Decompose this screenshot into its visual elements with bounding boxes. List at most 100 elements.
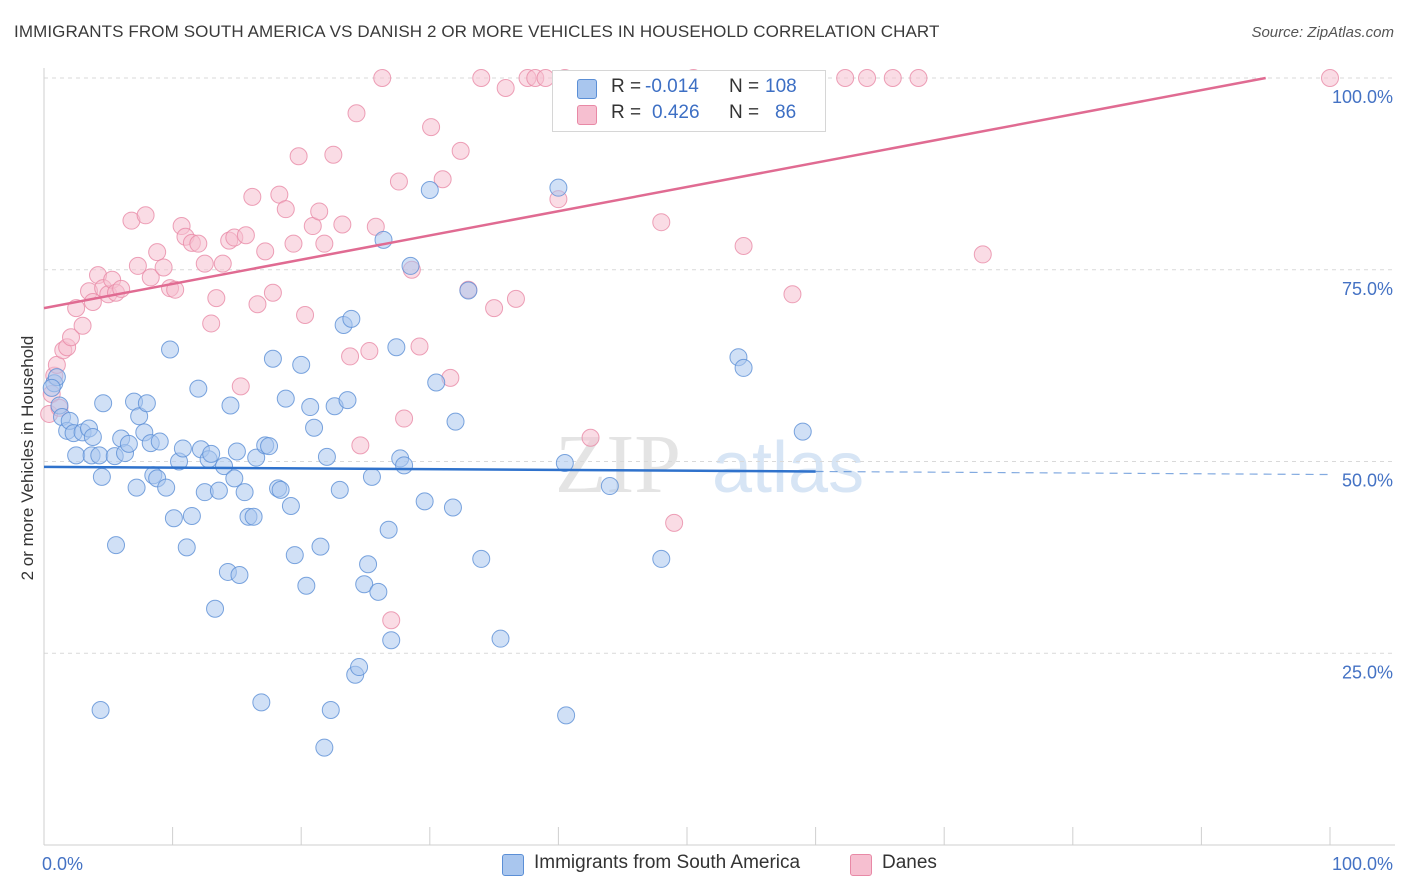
south-america-point [225,469,244,488]
danes-point [351,436,370,455]
south-america-point [215,457,234,476]
south-america-point [379,520,398,539]
legend-label-south-america: Immigrants from South America [534,852,801,873]
south-america-point [137,394,156,413]
watermark-atlas: atlas [712,428,864,508]
south-america-point [227,442,246,461]
danes-point [73,316,92,335]
gridlines [44,77,1395,654]
y-tick-label: 100.0% [1332,87,1393,107]
danes-point [836,69,855,87]
south-america-point [150,432,169,451]
south-america-point [127,478,146,497]
danes-point [284,234,303,253]
series-legend: Immigrants from South America Danes [0,852,1406,878]
legend-r-label: R = [611,76,642,97]
danes-point [734,236,753,255]
south-america-point [182,506,201,525]
stats-legend: R = -0.014 N = 108 R = 0.426 N = 86 [552,70,826,132]
y-tick-label: 50.0% [1342,471,1393,491]
south-america-points [42,178,812,757]
danes-point [433,170,452,189]
south-america-point [202,444,221,463]
south-america-point [355,575,374,594]
danes-point [382,611,401,630]
south-america-point [263,349,282,368]
south-america-point [107,536,126,555]
x-tick-label: 0.0% [42,854,83,874]
south-america-point [382,631,401,650]
danes-trend-line [43,76,1266,310]
axes [43,68,1395,846]
south-america-point [557,706,576,725]
danes-point [783,285,802,304]
legend-swatch-pink [850,854,872,876]
south-america-point [92,467,111,486]
danes-point [1321,69,1339,87]
south-america-trend-extension [815,470,1331,476]
south-america-point [415,492,434,511]
danes-point [213,254,232,273]
south-america-point [446,412,465,431]
south-america-point [443,498,462,517]
danes-point [236,226,255,245]
danes-point [883,69,902,87]
south-america-point [67,446,86,465]
legend-n-label: N = [729,76,760,97]
south-america-point [555,454,574,473]
legend-r-value: -0.014 [645,76,699,97]
south-america-point [94,394,113,413]
danes-point [333,215,352,234]
south-america-trend-line [43,465,816,473]
danes-point [973,245,992,264]
south-america-point [338,391,357,410]
danes-point [665,513,684,532]
south-america-point [350,658,369,677]
south-america-point [600,477,619,496]
south-america-point [549,178,568,197]
legend-swatch-blue [502,854,524,876]
danes-point [310,202,329,221]
south-america-point [420,180,439,199]
tick-labels: 25.0% 50.0% 75.0% 100.0% 0.0% 100.0% [42,87,1393,874]
south-america-point [252,693,271,712]
south-america-point [271,480,290,499]
danes-point [858,69,877,87]
danes-point [263,283,282,302]
south-america-point [793,422,812,441]
danes-point [207,289,226,308]
chart-title: IMMIGRANTS FROM SOUTH AMERICA VS DANISH … [14,22,940,41]
danes-point [62,328,81,347]
south-america-point [292,355,311,374]
danes-point [909,69,928,87]
south-america-point [91,701,110,720]
trend-lines [43,76,1331,476]
danes-point [472,69,491,87]
danes-point [256,242,275,261]
legend-r-value: 0.426 [652,102,700,123]
danes-point [243,187,262,206]
danes-point [451,141,470,160]
south-america-point [359,555,378,574]
legend-r-label: R = [611,102,642,123]
danes-point [141,268,160,287]
south-america-point [395,456,414,475]
south-america-point [305,418,324,437]
danes-point [248,295,267,314]
danes-point [315,234,334,253]
danes-point [128,256,147,275]
danes-point [296,306,315,325]
legend-label-danes: Danes [882,852,937,873]
south-america-point [401,256,420,275]
danes-point [347,104,366,123]
south-america-point [427,373,446,392]
danes-point [195,254,214,273]
danes-point [324,145,343,164]
south-america-point [230,566,249,585]
south-america-point [206,599,225,618]
south-america-point [369,582,388,601]
south-america-point [342,309,361,328]
south-america-point [387,338,406,357]
south-america-point [260,437,279,456]
danes-point [389,172,408,191]
